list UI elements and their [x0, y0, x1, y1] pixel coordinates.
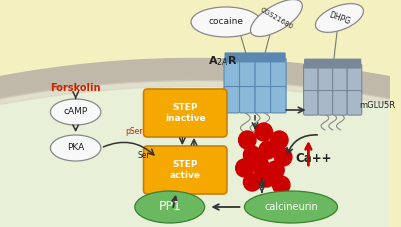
Text: A$_{2A}$R: A$_{2A}$R — [208, 54, 238, 68]
Circle shape — [251, 156, 269, 174]
Ellipse shape — [51, 135, 101, 161]
Text: DHPG: DHPG — [328, 10, 351, 26]
Polygon shape — [0, 80, 389, 227]
Text: CGS21680: CGS21680 — [259, 6, 294, 30]
FancyBboxPatch shape — [304, 64, 318, 94]
Text: STEP
active: STEP active — [170, 160, 201, 180]
Circle shape — [255, 123, 273, 141]
Circle shape — [271, 131, 288, 149]
FancyBboxPatch shape — [304, 59, 361, 69]
FancyBboxPatch shape — [255, 86, 271, 113]
Circle shape — [267, 161, 284, 179]
FancyBboxPatch shape — [347, 91, 362, 115]
Ellipse shape — [51, 99, 101, 125]
FancyBboxPatch shape — [271, 86, 286, 113]
FancyBboxPatch shape — [144, 146, 227, 194]
FancyBboxPatch shape — [224, 86, 239, 113]
FancyBboxPatch shape — [255, 58, 271, 89]
FancyBboxPatch shape — [318, 91, 333, 115]
Text: mGLU5R: mGLU5R — [359, 101, 395, 109]
FancyBboxPatch shape — [333, 91, 347, 115]
Text: PP1: PP1 — [158, 200, 181, 214]
Text: Ser: Ser — [137, 151, 150, 160]
Text: Forskolin: Forskolin — [51, 83, 101, 93]
Circle shape — [274, 148, 292, 166]
FancyBboxPatch shape — [225, 52, 286, 62]
Text: pSer: pSer — [125, 128, 143, 136]
Circle shape — [273, 176, 290, 194]
FancyBboxPatch shape — [333, 64, 347, 94]
Ellipse shape — [316, 4, 363, 32]
Circle shape — [258, 169, 275, 187]
Text: Ca++: Ca++ — [296, 151, 332, 165]
Ellipse shape — [135, 191, 205, 223]
FancyBboxPatch shape — [144, 89, 227, 137]
Text: cocaine: cocaine — [209, 17, 243, 27]
Circle shape — [243, 146, 261, 164]
Circle shape — [243, 173, 261, 191]
FancyBboxPatch shape — [239, 86, 255, 113]
Text: cAMP: cAMP — [63, 108, 88, 116]
FancyBboxPatch shape — [224, 58, 239, 89]
Circle shape — [239, 131, 256, 149]
Ellipse shape — [244, 191, 338, 223]
Ellipse shape — [251, 0, 302, 37]
Text: STEP
inactive: STEP inactive — [165, 103, 206, 123]
Text: calcineurin: calcineurin — [264, 202, 318, 212]
Circle shape — [259, 141, 276, 159]
Text: PKA: PKA — [67, 143, 84, 153]
Ellipse shape — [191, 7, 261, 37]
FancyBboxPatch shape — [318, 64, 333, 94]
FancyBboxPatch shape — [347, 64, 362, 94]
FancyBboxPatch shape — [239, 58, 255, 89]
Circle shape — [236, 159, 253, 177]
FancyBboxPatch shape — [304, 91, 318, 115]
FancyBboxPatch shape — [271, 58, 286, 89]
